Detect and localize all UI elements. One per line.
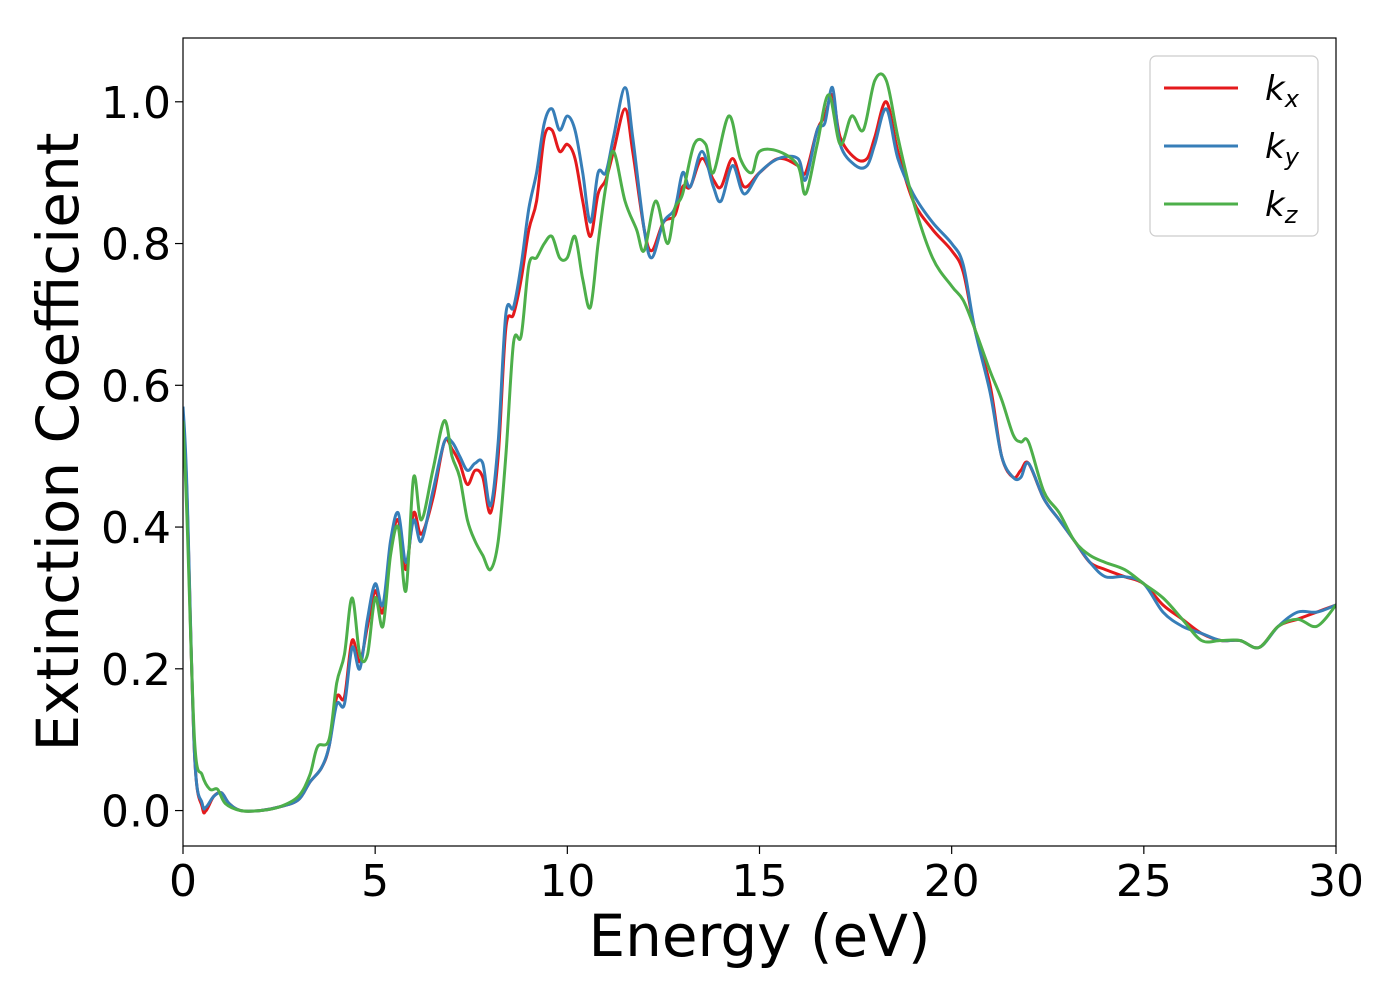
x-tick-label: 15 [732, 856, 788, 907]
series-line-ky [183, 86, 1336, 813]
legend-label: kz [1265, 185, 1299, 229]
legend-item-kx: kx [1164, 69, 1300, 113]
y-tick-label: 0.0 [101, 787, 171, 838]
legend: kx ky kz [1149, 55, 1319, 237]
x-tick-label: 20 [924, 856, 980, 907]
y-tick-label: 0.8 [101, 220, 171, 271]
x-axis: 0 5 10 15 20 25 30 [169, 846, 1364, 907]
y-axis-title: Extinction Coefficient [24, 133, 92, 752]
x-tick-label: 0 [169, 856, 197, 907]
x-tick-label: 10 [539, 856, 595, 907]
y-tick-label: 1.0 [101, 78, 171, 129]
x-tick-label: 25 [1116, 856, 1172, 907]
y-axis: 0.0 0.2 0.4 0.6 0.8 1.0 [101, 78, 183, 838]
series-line-kz [183, 72, 1336, 813]
legend-item-ky: ky [1164, 127, 1300, 171]
legend-item-kz: kz [1164, 185, 1299, 229]
y-tick-label: 0.2 [101, 645, 171, 696]
y-tick-label: 0.6 [101, 361, 171, 412]
legend-label: ky [1265, 127, 1300, 171]
series-lines [183, 72, 1336, 815]
x-tick-label: 30 [1308, 856, 1364, 907]
x-axis-title: Energy (eV) [588, 902, 930, 970]
legend-label: kx [1265, 69, 1300, 113]
x-tick-label: 5 [361, 856, 389, 907]
y-tick-label: 0.4 [101, 503, 171, 554]
